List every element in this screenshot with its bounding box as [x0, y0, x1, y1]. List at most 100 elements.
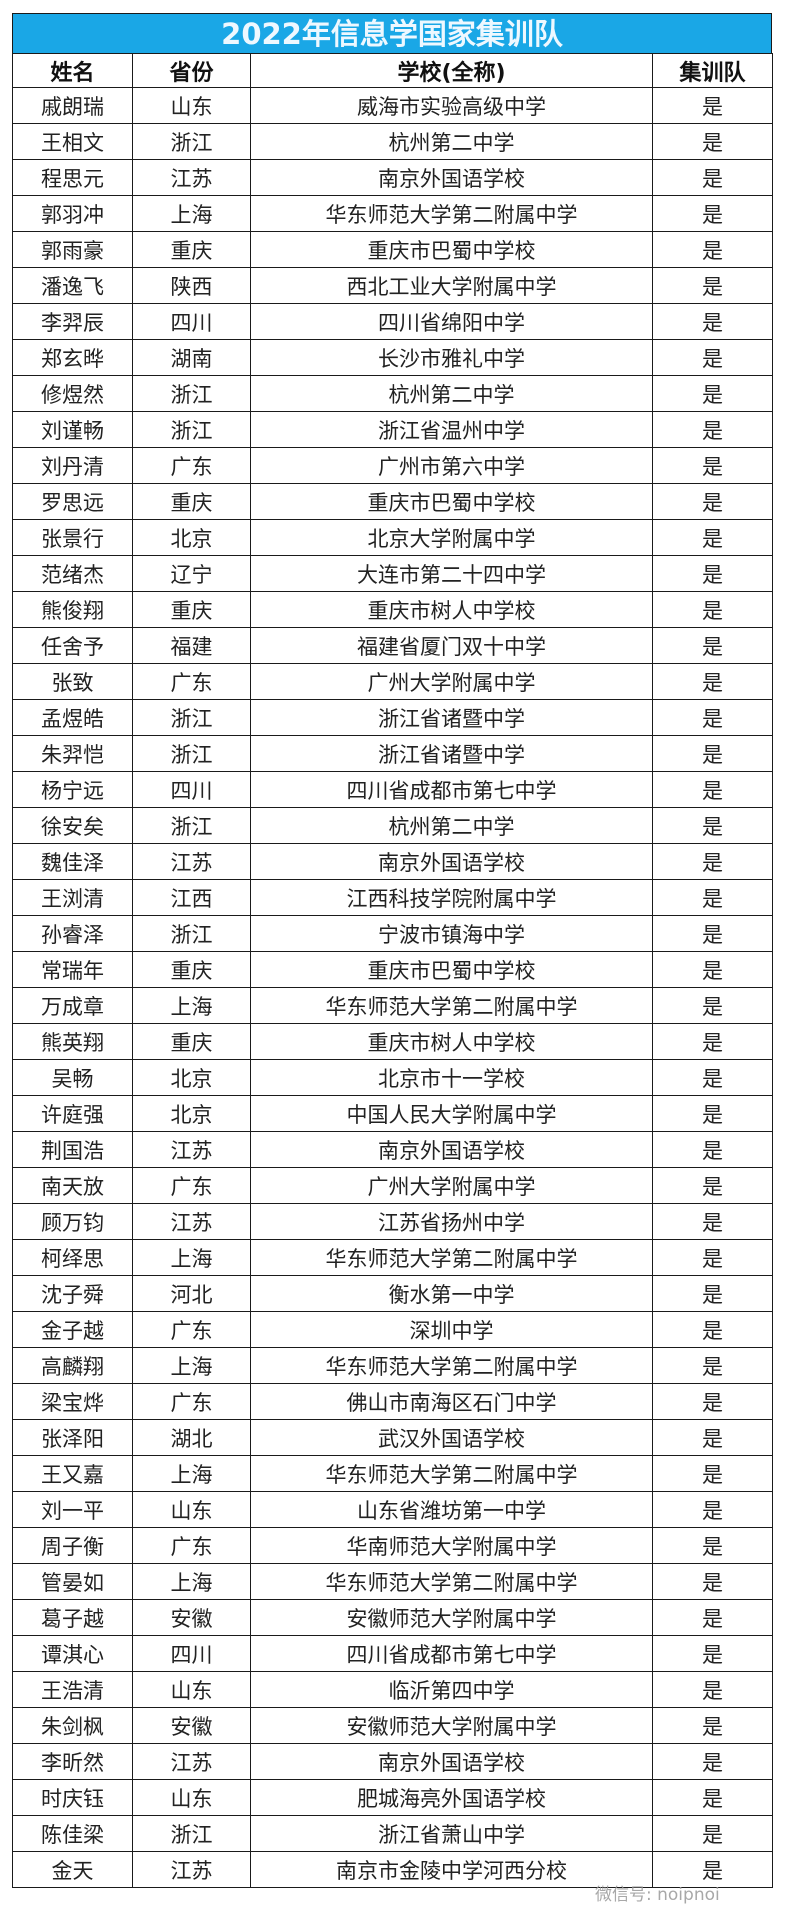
cell-name: 罗思远 [12, 483, 133, 520]
cell-school: 华南师范大学附属中学 [250, 1527, 653, 1564]
cell-province: 陕西 [132, 267, 251, 304]
cell-school: 重庆市树人中学校 [250, 591, 653, 628]
cell-school: 四川省成都市第七中学 [250, 1635, 653, 1672]
cell-school: 四川省绵阳中学 [250, 303, 653, 340]
cell-name: 程思元 [12, 159, 133, 196]
cell-team: 是 [652, 1311, 773, 1348]
cell-province: 四川 [132, 303, 251, 340]
table-row: 孟煜皓 浙江 浙江省诸暨中学是 [12, 699, 773, 736]
cell-province: 上海 [132, 195, 251, 232]
cell-team: 是 [652, 123, 773, 160]
cell-team: 是 [652, 1131, 773, 1168]
cell-team: 是 [652, 411, 773, 448]
table-row: 许庭强 北京 中国人民大学附属中学是 [12, 1095, 773, 1132]
cell-name: 柯绎思 [12, 1239, 133, 1276]
cell-team: 是 [652, 1599, 773, 1636]
cell-school: 长沙市雅礼中学 [250, 339, 653, 376]
cell-school: 广州大学附属中学 [250, 1167, 653, 1204]
cell-school: 重庆市巴蜀中学校 [250, 231, 653, 268]
cell-team: 是 [652, 1347, 773, 1384]
header-school: 学校(全称) [250, 53, 653, 88]
cell-province: 广东 [132, 1167, 251, 1204]
cell-province: 上海 [132, 1563, 251, 1600]
cell-team: 是 [652, 663, 773, 700]
cell-name: 张致 [12, 663, 133, 700]
cell-team: 是 [652, 231, 773, 268]
cell-team: 是 [652, 87, 773, 124]
cell-school: 重庆市树人中学校 [250, 1023, 653, 1060]
cell-province: 江苏 [132, 1743, 251, 1780]
table-row: 任舍予 福建 福建省厦门双十中学是 [12, 627, 773, 664]
cell-team: 是 [652, 159, 773, 196]
cell-province: 广东 [132, 663, 251, 700]
cell-province: 重庆 [132, 483, 251, 520]
table-row: 杨宁远 四川 四川省成都市第七中学是 [12, 771, 773, 808]
cell-province: 北京 [132, 1059, 251, 1096]
cell-school: 宁波市镇海中学 [250, 915, 653, 952]
cell-province: 重庆 [132, 231, 251, 268]
table-row: 吴畅 北京 北京市十一学校是 [12, 1059, 773, 1096]
roster-sheet: 2022年信息学国家集训队 姓名 省份 学校(全称) 集训队 戚朗瑞 山东 威海市实… [12, 13, 773, 1888]
cell-school: 浙江省诸暨中学 [250, 699, 653, 736]
cell-province: 重庆 [132, 951, 251, 988]
table-row: 刘一平 山东 山东省潍坊第一中学是 [12, 1491, 773, 1528]
cell-school: 衡水第一中学 [250, 1275, 653, 1312]
cell-school: 武汉外国语学校 [250, 1419, 653, 1456]
cell-team: 是 [652, 375, 773, 412]
table-row: 金子越 广东 深圳中学是 [12, 1311, 773, 1348]
cell-team: 是 [652, 1707, 773, 1744]
table-row: 万成章 上海 华东师范大学第二附属中学是 [12, 987, 773, 1024]
cell-team: 是 [652, 1239, 773, 1276]
table-row: 李昕然 江苏 南京外国语学校是 [12, 1743, 773, 1780]
cell-province: 浙江 [132, 915, 251, 952]
roster-table: 姓名 省份 学校(全称) 集训队 戚朗瑞 山东 威海市实验高级中学是王相文 浙江 杭州第… [12, 53, 773, 1888]
cell-name: 范绪杰 [12, 555, 133, 592]
cell-team: 是 [652, 195, 773, 232]
cell-team: 是 [652, 339, 773, 376]
cell-school: 西北工业大学附属中学 [250, 267, 653, 304]
cell-province: 广东 [132, 1527, 251, 1564]
table-row: 刘丹清 广东 广州市第六中学是 [12, 447, 773, 484]
cell-province: 北京 [132, 519, 251, 556]
cell-name: 熊英翔 [12, 1023, 133, 1060]
cell-team: 是 [652, 1851, 773, 1888]
cell-province: 山东 [132, 1671, 251, 1708]
cell-name: 魏佳泽 [12, 843, 133, 880]
cell-name: 李羿辰 [12, 303, 133, 340]
cell-team: 是 [652, 1095, 773, 1132]
cell-school: 南京外国语学校 [250, 159, 653, 196]
cell-name: 王又嘉 [12, 1455, 133, 1492]
cell-province: 安徽 [132, 1707, 251, 1744]
cell-name: 时庆钰 [12, 1779, 133, 1816]
cell-team: 是 [652, 483, 773, 520]
cell-province: 上海 [132, 1239, 251, 1276]
table-row: 周子衡 广东 华南师范大学附属中学是 [12, 1527, 773, 1564]
cell-school: 佛山市南海区石门中学 [250, 1383, 653, 1420]
cell-team: 是 [652, 951, 773, 988]
table-row: 张致 广东 广州大学附属中学是 [12, 663, 773, 700]
cell-name: 管晏如 [12, 1563, 133, 1600]
cell-name: 刘谨畅 [12, 411, 133, 448]
cell-name: 王浩清 [12, 1671, 133, 1708]
cell-name: 刘丹清 [12, 447, 133, 484]
cell-province: 安徽 [132, 1599, 251, 1636]
cell-name: 周子衡 [12, 1527, 133, 1564]
cell-team: 是 [652, 1059, 773, 1096]
table-row: 顾万钧 江苏 江苏省扬州中学是 [12, 1203, 773, 1240]
cell-name: 王浏清 [12, 879, 133, 916]
cell-team: 是 [652, 1779, 773, 1816]
cell-name: 金天 [12, 1851, 133, 1888]
cell-province: 四川 [132, 1635, 251, 1672]
cell-province: 广东 [132, 1311, 251, 1348]
cell-province: 北京 [132, 1095, 251, 1132]
cell-name: 高麟翔 [12, 1347, 133, 1384]
cell-name: 孟煜皓 [12, 699, 133, 736]
table-row: 孙睿泽 浙江 宁波市镇海中学是 [12, 915, 773, 952]
cell-school: 杭州第二中学 [250, 807, 653, 844]
table-row: 沈子舜 河北 衡水第一中学是 [12, 1275, 773, 1312]
table-row: 常瑞年 重庆 重庆市巴蜀中学校是 [12, 951, 773, 988]
cell-team: 是 [652, 987, 773, 1024]
cell-school: 北京市十一学校 [250, 1059, 653, 1096]
cell-name: 李昕然 [12, 1743, 133, 1780]
cell-name: 金子越 [12, 1311, 133, 1348]
